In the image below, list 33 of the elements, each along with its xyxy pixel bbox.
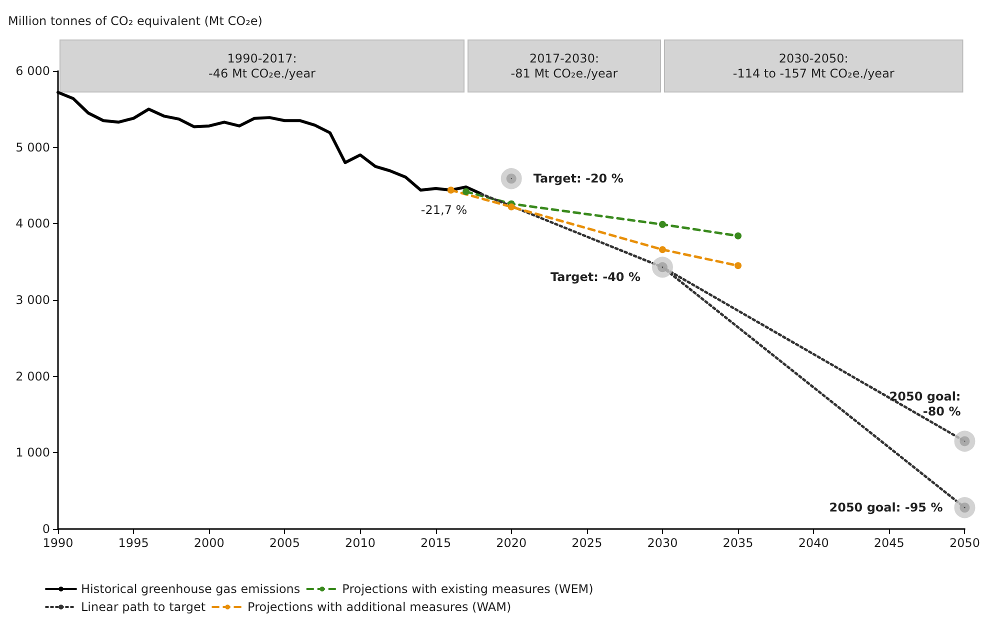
y-tick-label: 2 000 [16,369,50,384]
y-tick-label: 6 000 [16,64,50,78]
band-label: 2030-2050: -114 to -157 Mt CO₂e./year [732,52,894,80]
y-axis-title: Million tonnes of CO₂ equivalent (Mt CO₂e) [8,14,262,28]
y-tick-label: 3 000 [16,293,50,307]
x-tick-label: 2045 [874,536,904,550]
x-tick-label: 2000 [194,536,224,550]
x-tick-label: 2025 [572,536,602,550]
x-tick-label: 2015 [420,536,452,550]
x-tick-label: 2035 [722,536,754,550]
x-tick-label: 2050 [949,536,980,550]
band-label: 2017-2030: -81 Mt CO₂e./year [510,52,618,80]
x-tick-label: 2005 [269,536,300,550]
x-tick-label: 1995 [118,536,149,550]
legend-label: Projections with additional measures (WAM) [248,600,512,614]
y-tick-label: 4 000 [16,216,50,231]
x-tick-label: 2040 [798,536,829,550]
legend-label: Linear path to target [81,600,206,614]
y-tick-label: 0 [42,522,50,536]
y-tick-label: 1 000 [16,446,50,460]
x-tick-label: 2030 [647,536,678,550]
x-tick-label: 2020 [496,536,527,550]
legend-label: Projections with existing measures (WEM) [342,582,594,596]
y-tick-label: 5 000 [16,140,50,154]
annotation: 2050 goal: -95 % [829,500,943,515]
annotation: Target: -20 % [533,172,624,186]
legend-label: Historical greenhouse gas emissions [81,582,300,596]
annotation: 2050 goal: -80 % [889,390,961,419]
annotation: Target: -40 % [550,270,640,284]
x-tick-label: 1990 [42,536,74,550]
annotation: -21,7 % [420,203,468,218]
x-tick-label: 2010 [344,536,376,550]
band-label: 1990-2017: -46 Mt CO₂e./year [208,52,316,80]
